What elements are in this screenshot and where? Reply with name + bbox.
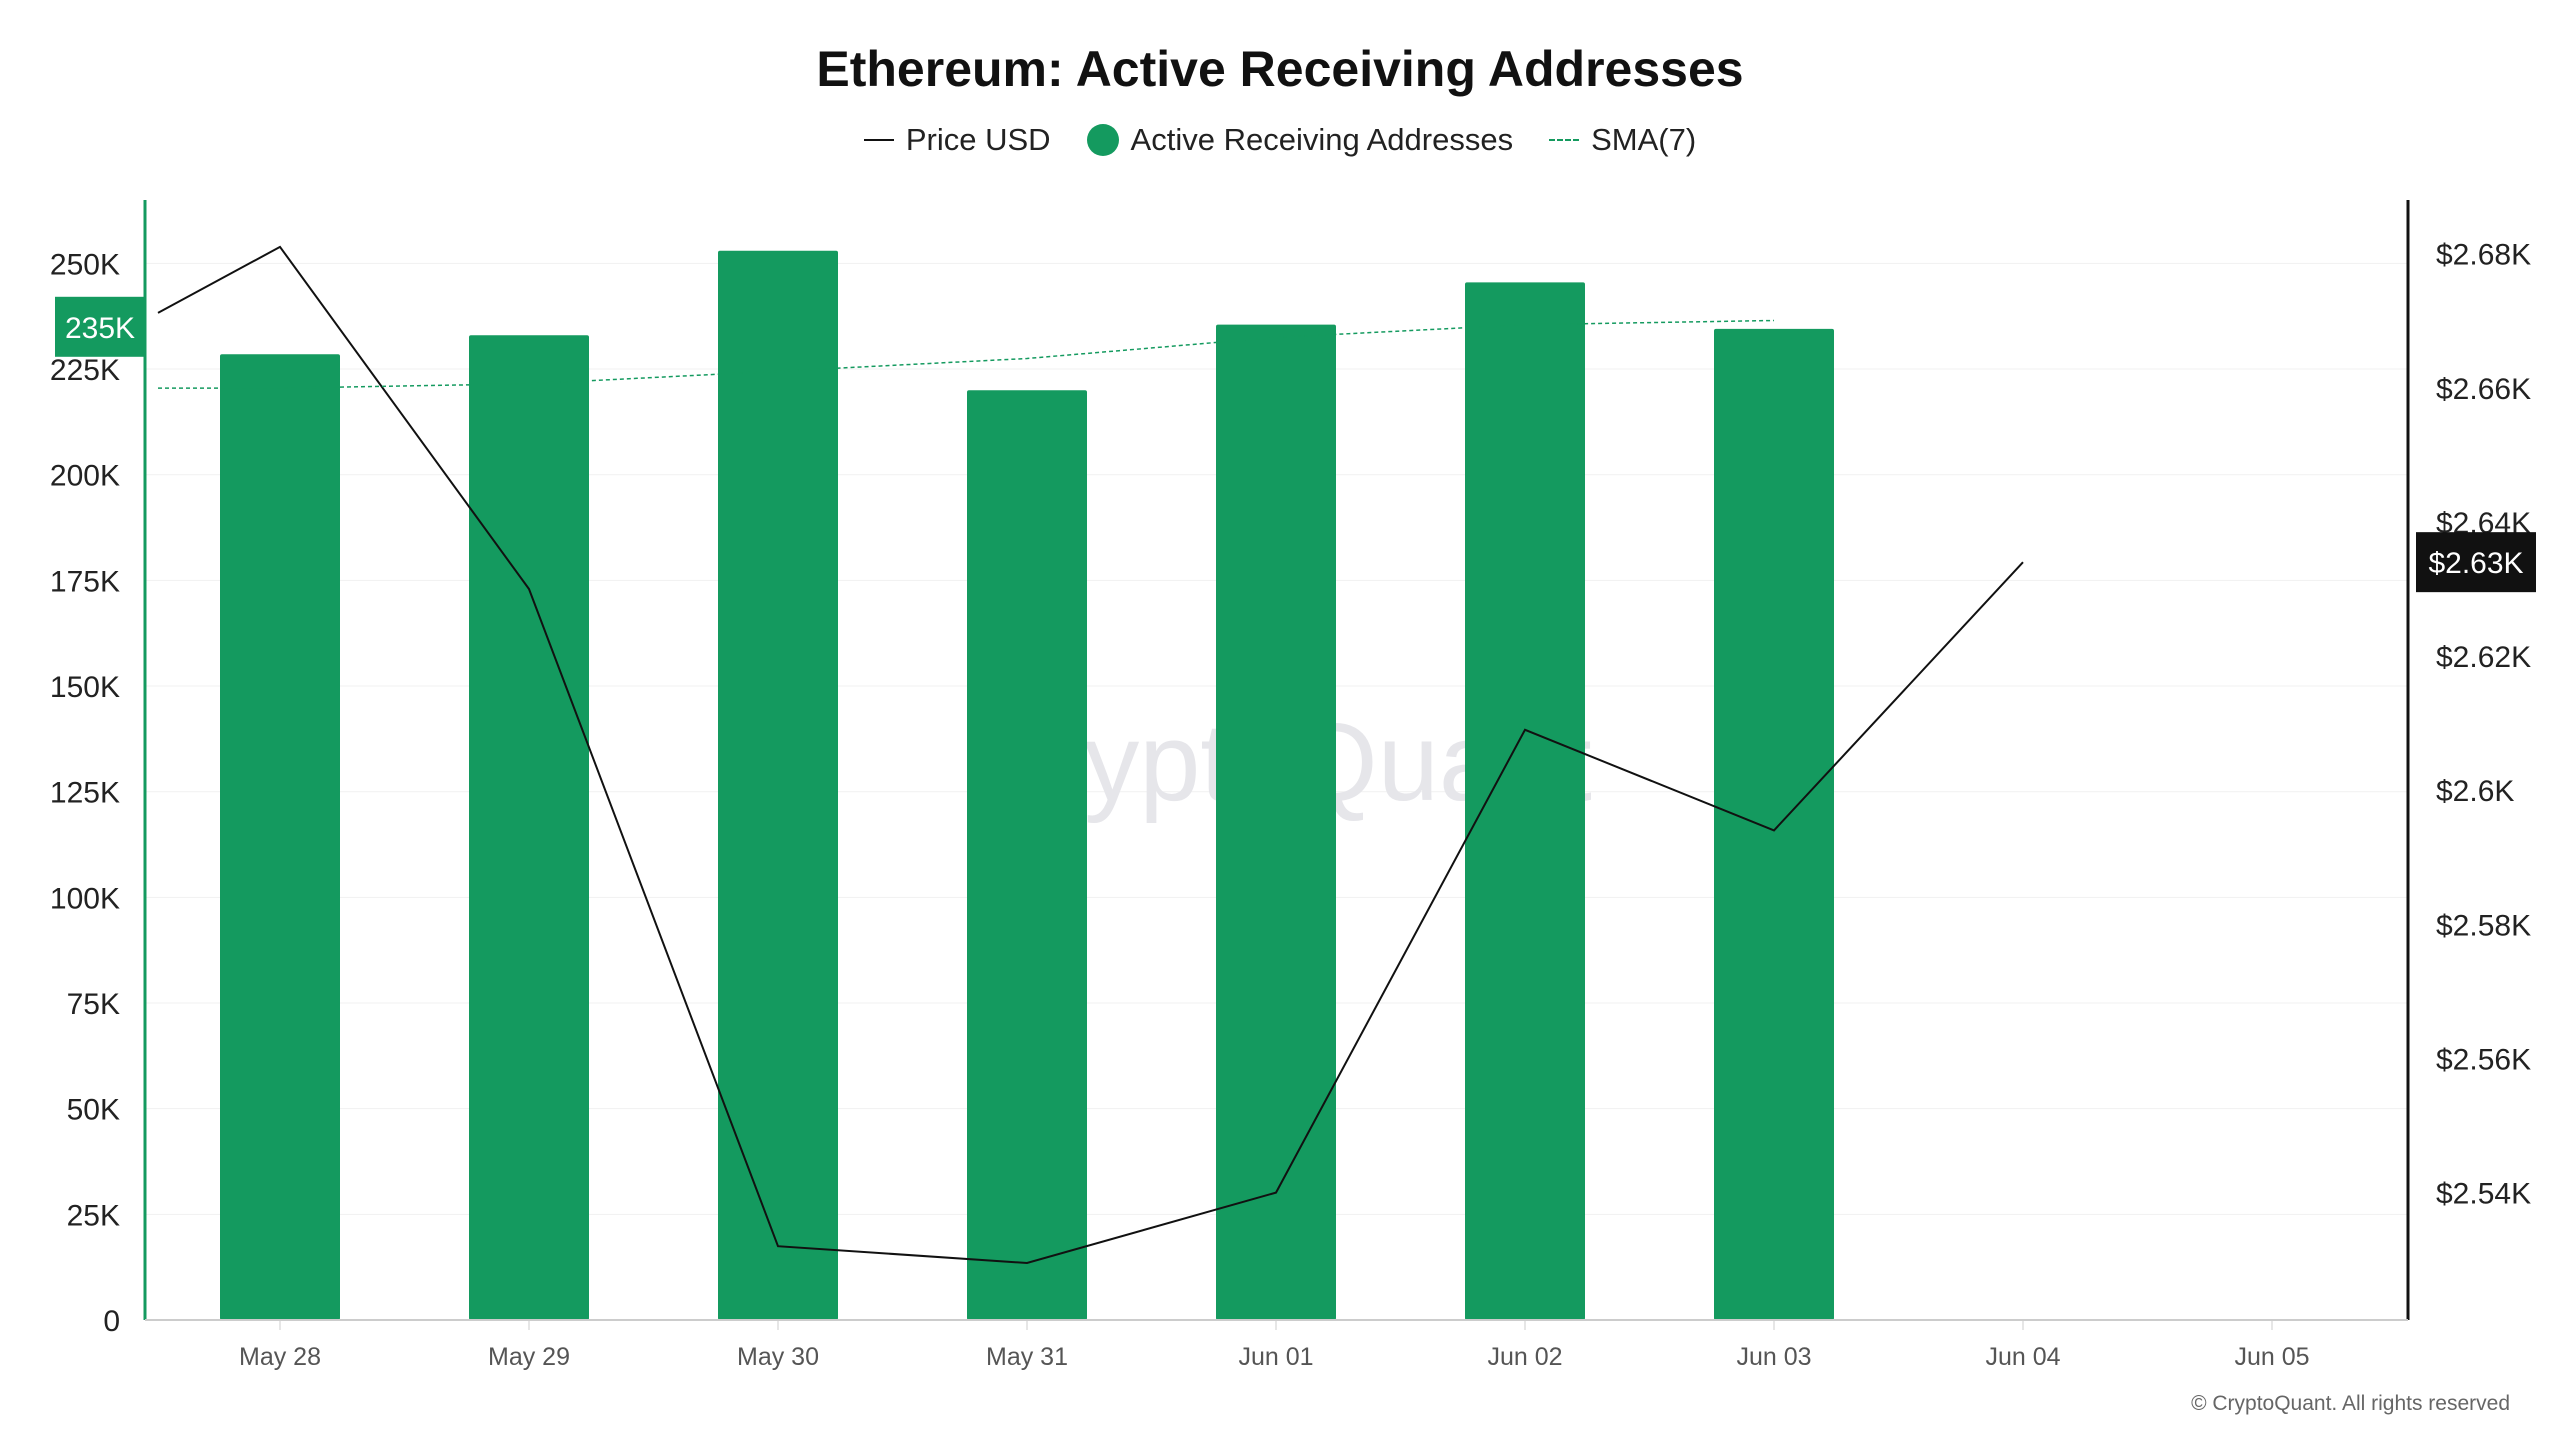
right-value-badge [2416, 532, 2536, 593]
bar [718, 250, 838, 1320]
bar-series [220, 250, 1834, 1321]
bar [1465, 282, 1585, 1321]
y-right-tick-label: $2.56K [2436, 1043, 2531, 1076]
x-tick-label: Jun 02 [1487, 1343, 1562, 1371]
y-left-tick-label: 200K [50, 460, 120, 493]
tick-labels: 0 25K 50K 75K 100K 125K 150K 175K 200K 225K 250K $2… [50, 239, 2531, 1371]
bar [1216, 324, 1336, 1320]
legend-label-price: Price USD [905, 122, 1051, 157]
y-right-tick-label: $2.62K [2436, 641, 2531, 674]
x-tick-label: Jun 04 [1985, 1343, 2060, 1371]
y-left-tick-label: 225K [50, 354, 120, 387]
y-left-tick-label: 250K [50, 248, 120, 281]
legend-item-sma[interactable]: SMA(7) [1549, 122, 1696, 158]
x-tick-label: May 28 [239, 1343, 321, 1371]
y-left-tick-label: 175K [50, 565, 120, 598]
y-left-tick-label: 50K [67, 1094, 120, 1127]
legend-label-sma: SMA(7) [1591, 122, 1697, 157]
bar [469, 335, 589, 1321]
y-right-tick-label: $2.66K [2436, 373, 2531, 406]
current-value-badges: 235K $2.63K [55, 296, 2536, 593]
y-left-tick-label: 75K [67, 988, 120, 1021]
y-right-tick-label: $2.58K [2436, 909, 2531, 942]
bar [220, 354, 340, 1320]
left-value-badge [55, 296, 145, 357]
x-tick-label: Jun 05 [2234, 1343, 2309, 1371]
y-right-tick-label: $2.54K [2436, 1178, 2531, 1211]
bar [1714, 328, 1834, 1321]
y-left-tick-label: 125K [50, 777, 120, 810]
legend-label-active-addresses: Active Receiving Addresses [1130, 122, 1514, 157]
x-tick-label: May 31 [986, 1343, 1068, 1371]
sma-line [158, 319, 1775, 389]
legend-swatch-active-addresses [1086, 124, 1119, 156]
x-tick-label: May 30 [737, 1343, 819, 1371]
y-left-tick-label: 0 [103, 1305, 120, 1338]
left-value-badge-label: 235K [65, 312, 135, 345]
y-left-tick-label: 100K [50, 882, 120, 915]
bar [967, 390, 1087, 1320]
legend-swatch-sma [1549, 139, 1580, 141]
legend-swatch-price [863, 139, 894, 141]
y-right-tick-label: $2.6K [2436, 775, 2514, 808]
y-left-tick-label: 25K [67, 1199, 120, 1232]
y-right-tick-label: $2.68K [2436, 239, 2531, 272]
legend-item-price[interactable]: Price USD [863, 122, 1051, 158]
legend-item-active-addresses[interactable]: Active Receiving Addresses [1086, 122, 1514, 158]
axes [143, 200, 2410, 1330]
right-value-badge-label: $2.63K [2428, 547, 2523, 580]
price-line [157, 245, 2024, 1265]
x-tick-label: Jun 01 [1238, 1343, 1313, 1371]
copyright-notice: © CryptoQuant. All rights reserved [2191, 1392, 2510, 1415]
x-tick-label: Jun 03 [1736, 1343, 1811, 1371]
line-series [157, 245, 2024, 1265]
chart-title: Ethereum: Active Receiving Addresses [816, 41, 1744, 97]
x-tick-label: May 29 [488, 1343, 570, 1371]
y-left-tick-label: 150K [50, 671, 120, 704]
legend: Price USD Active Receiving Addresses SMA… [0, 122, 2560, 158]
